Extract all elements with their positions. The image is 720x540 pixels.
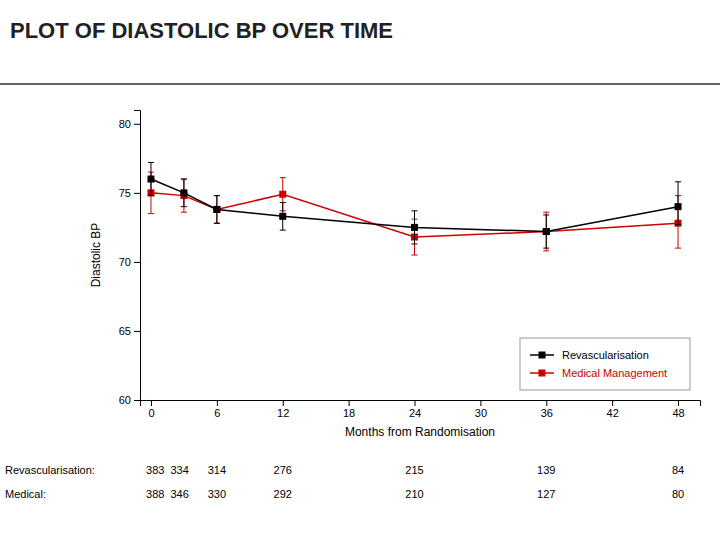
at-risk-count: 330 (208, 488, 226, 500)
at-risk-table: Revascularisation: 383 334 314 276 215 139 84 M… (5, 464, 684, 500)
error-bar (214, 196, 220, 224)
at-risk-row-label: Medical: (5, 488, 46, 500)
x-tick-mark (151, 400, 152, 406)
error-bar (543, 215, 549, 248)
x-tick: 0 (148, 400, 154, 419)
x-tick-label: 18 (343, 407, 355, 419)
marker (213, 206, 220, 213)
error-bar (181, 179, 187, 212)
y-tick-label: 70 (119, 256, 131, 268)
x-tick-label: 6 (214, 407, 220, 419)
x-tick: 6 (214, 400, 220, 419)
marker (543, 228, 550, 235)
at-risk-count: 276 (274, 464, 292, 476)
x-tick-label: 24 (409, 407, 421, 419)
y-axis: 60 65 70 75 80 (119, 111, 141, 407)
x-tick-mark (480, 400, 481, 406)
at-risk-count: 80 (672, 488, 684, 500)
plot: 0 6 12 18 24 30 36 42 48 60 65 70 75 80 Months from Ra… (89, 111, 701, 440)
x-tick-label: 30 (475, 407, 487, 419)
y-axis-line (134, 111, 141, 401)
y-tick: 80 (119, 118, 140, 130)
x-tick: 24 (409, 400, 421, 419)
x-tick-mark (349, 400, 350, 406)
x-tick: 18 (343, 400, 355, 419)
chart: PLOT OF DIASTOLIC BP OVER TIME 0 6 12 18 24 30… (0, 0, 720, 540)
series (147, 162, 681, 248)
marker (411, 224, 418, 231)
y-tick: 75 (119, 187, 140, 199)
legend-frame (520, 338, 690, 390)
at-risk-count: 388 346 (146, 488, 189, 500)
marker (279, 213, 286, 220)
x-tick-label: 12 (277, 407, 289, 419)
error-bar (675, 182, 681, 225)
x-axis-title: Months from Randomisation (345, 425, 495, 439)
at-risk-count: 383 334 (146, 464, 189, 476)
x-tick-mark (415, 400, 416, 406)
error-bar (148, 162, 154, 195)
x-tick: 42 (607, 400, 619, 419)
x-tick-mark (283, 400, 284, 406)
marker (180, 189, 187, 196)
legend-label: Revascularisation (562, 349, 649, 361)
at-risk-count: 210 (405, 488, 423, 500)
legend: Revascularisation Medical Management (520, 338, 690, 390)
x-tick: 12 (277, 400, 289, 419)
x-tick-mark (217, 400, 218, 406)
marker (279, 191, 286, 198)
marker (147, 176, 154, 183)
marker (543, 228, 550, 235)
at-risk-count: 84 (672, 464, 684, 476)
y-tick-mark (134, 193, 140, 194)
at-risk-row-label: Revascularisation: (5, 464, 95, 476)
at-risk-count: 215 (405, 464, 423, 476)
x-tick: 48 (672, 400, 684, 419)
marker (675, 203, 682, 210)
x-tick-label: 0 (148, 407, 154, 419)
series (147, 172, 681, 255)
x-axis-line (141, 401, 701, 407)
error-bar (214, 196, 220, 224)
y-tick: 70 (119, 256, 140, 268)
y-tick-label: 80 (119, 118, 131, 130)
error-bar (280, 203, 286, 231)
error-bar (412, 211, 418, 244)
title: PLOT OF DIASTOLIC BP OVER TIME (10, 18, 393, 43)
x-tick-label: 42 (607, 407, 619, 419)
y-tick-mark (134, 400, 140, 401)
at-risk-count: 127 (537, 488, 555, 500)
at-risk-count: 292 (274, 488, 292, 500)
at-risk-count: 139 (537, 464, 555, 476)
legend-marker (539, 370, 546, 377)
y-axis-title: Diastolic BP (89, 223, 103, 288)
y-tick-label: 75 (119, 187, 131, 199)
x-tick-mark (546, 400, 547, 406)
x-axis: 0 6 12 18 24 30 36 42 48 (141, 400, 701, 419)
x-tick-label: 36 (541, 407, 553, 419)
x-tick-mark (612, 400, 613, 406)
at-risk-count: 314 (208, 464, 226, 476)
legend-marker (539, 352, 546, 359)
x-tick: 30 (475, 400, 487, 419)
y-tick: 60 (119, 394, 140, 406)
error-bar (543, 212, 549, 251)
x-tick: 36 (541, 400, 553, 419)
marker (213, 206, 220, 213)
y-tick-label: 60 (119, 394, 131, 406)
y-tick-mark (134, 262, 140, 263)
legend-label: Medical Management (562, 367, 667, 379)
y-tick: 65 (119, 325, 140, 337)
marks (147, 162, 681, 255)
y-tick-mark (134, 331, 140, 332)
y-tick-label: 65 (119, 325, 131, 337)
line (151, 179, 678, 231)
x-tick-label: 48 (672, 407, 684, 419)
y-tick-mark (134, 124, 140, 125)
x-tick-mark (678, 400, 679, 406)
error-bar (181, 179, 187, 207)
separator (0, 83, 720, 85)
